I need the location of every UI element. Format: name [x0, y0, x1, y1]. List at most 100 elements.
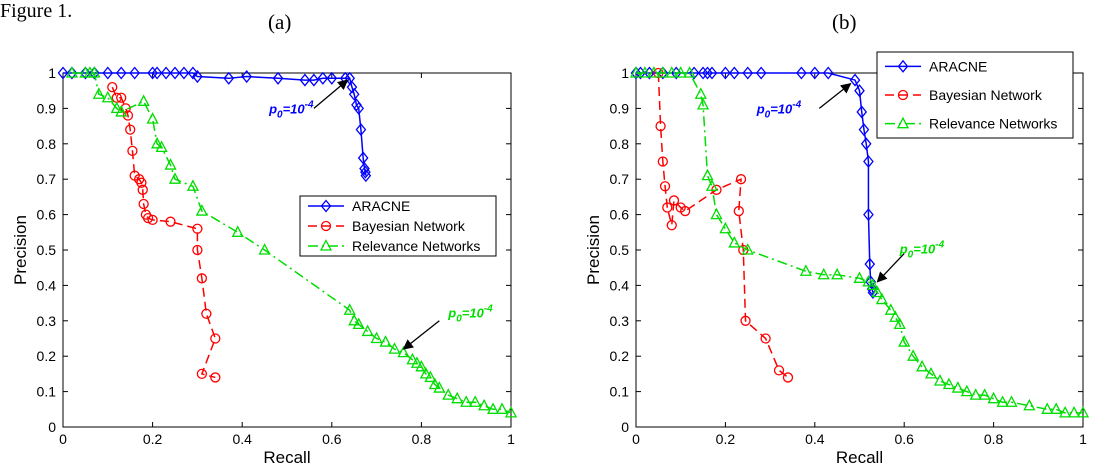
data-point	[951, 381, 964, 393]
data-point	[705, 179, 719, 191]
data-point	[720, 66, 731, 80]
legend-marker	[320, 220, 332, 232]
data-point	[424, 370, 437, 383]
data-point	[370, 331, 383, 344]
panel-label-b: (b)	[832, 10, 857, 34]
data-point	[360, 165, 371, 179]
data-point	[127, 145, 138, 157]
legend-entry: Bayesian Network	[352, 218, 466, 234]
data-point	[856, 105, 868, 119]
data-point	[755, 66, 767, 80]
data-point	[809, 66, 821, 80]
y-tick-label: 0.9	[37, 100, 57, 116]
series-bayesian-network	[107, 82, 221, 383]
data-point	[352, 317, 365, 329]
legend-entry: Bayesian Network	[929, 87, 1043, 103]
data-point	[822, 66, 834, 80]
data-point	[66, 66, 78, 80]
data-point	[317, 71, 329, 85]
data-point	[674, 66, 687, 78]
data-point	[210, 372, 221, 383]
y-tick-label: 0.3	[37, 313, 57, 329]
legend: ARACNE Bayesian Network Relevance Networks	[876, 51, 1074, 139]
data-point	[241, 70, 253, 84]
data-point	[916, 359, 929, 372]
x-axis-title: Recall	[263, 448, 310, 467]
data-point	[1059, 405, 1072, 418]
data-point	[665, 66, 678, 78]
data-point	[741, 243, 754, 255]
data-point	[733, 205, 744, 217]
data-point	[165, 216, 176, 227]
y-tick-label: 0.6	[610, 207, 630, 223]
data-point	[960, 384, 973, 397]
x-tick-label: 1	[507, 431, 515, 447]
annotation-label: p0=10-4	[447, 303, 493, 324]
data-point	[57, 66, 69, 80]
data-point	[107, 82, 118, 93]
legend-entry: ARACNE	[352, 198, 410, 214]
data-point	[657, 66, 669, 80]
legend-marker	[896, 116, 910, 129]
data-point	[92, 87, 105, 99]
data-point	[142, 212, 154, 224]
data-point	[871, 285, 884, 298]
y-tick-label: 0	[48, 419, 56, 435]
legend: ARACNE Bayesian Network Relevance Networks	[299, 195, 497, 257]
data-point	[504, 405, 518, 418]
data-point	[898, 335, 911, 347]
x-tick-label: 0.8	[984, 431, 1004, 447]
data-point	[638, 66, 652, 78]
data-point	[178, 66, 190, 80]
y-tick-label: 0.2	[610, 348, 630, 364]
data-point	[662, 202, 673, 213]
annotation: p0=10-4	[268, 79, 349, 121]
data-point	[65, 66, 79, 78]
y-tick-label: 0	[621, 419, 629, 435]
data-point	[706, 66, 718, 80]
data-point	[272, 71, 284, 85]
data-point	[1023, 398, 1036, 411]
data-point	[907, 349, 920, 361]
y-tick-label: 0.5	[610, 242, 630, 258]
data-point	[186, 179, 199, 191]
data-point	[116, 92, 127, 103]
y-tick-label: 0.4	[610, 277, 630, 293]
y-axis-title: Precision	[11, 215, 30, 285]
y-tick-label: 0.7	[37, 171, 57, 187]
data-point	[348, 313, 361, 326]
data-point	[655, 120, 666, 132]
data-point	[326, 71, 338, 85]
legend-marker	[319, 239, 333, 251]
data-point	[647, 66, 660, 78]
data-point	[147, 214, 158, 226]
data-point	[702, 66, 713, 80]
data-point	[146, 112, 159, 124]
series-relevance-networks	[629, 66, 1090, 418]
data-point	[863, 154, 874, 169]
series-line	[636, 72, 874, 293]
series-relevance-networks	[65, 66, 518, 418]
series-line	[657, 72, 789, 379]
data-point	[192, 70, 203, 84]
data-point	[129, 66, 141, 80]
data-point	[164, 158, 177, 170]
y-tick-label: 0.9	[610, 100, 630, 116]
annotation-arrow	[313, 79, 349, 109]
data-point	[853, 271, 866, 283]
data-point	[168, 172, 182, 184]
data-point	[659, 181, 671, 192]
x-tick-label: 1	[1079, 431, 1087, 447]
y-axis-title: Precision	[584, 215, 603, 285]
y-tick-label: 0.1	[37, 384, 57, 400]
data-point	[88, 66, 101, 78]
data-point	[849, 73, 861, 87]
data-point	[360, 169, 372, 183]
annotation: p0=10-4	[876, 240, 945, 283]
y-tick-label: 0.3	[610, 313, 630, 329]
data-point	[683, 66, 696, 78]
x-tick-label: 0.4	[232, 431, 252, 447]
data-point	[231, 225, 244, 237]
data-point	[864, 257, 876, 271]
